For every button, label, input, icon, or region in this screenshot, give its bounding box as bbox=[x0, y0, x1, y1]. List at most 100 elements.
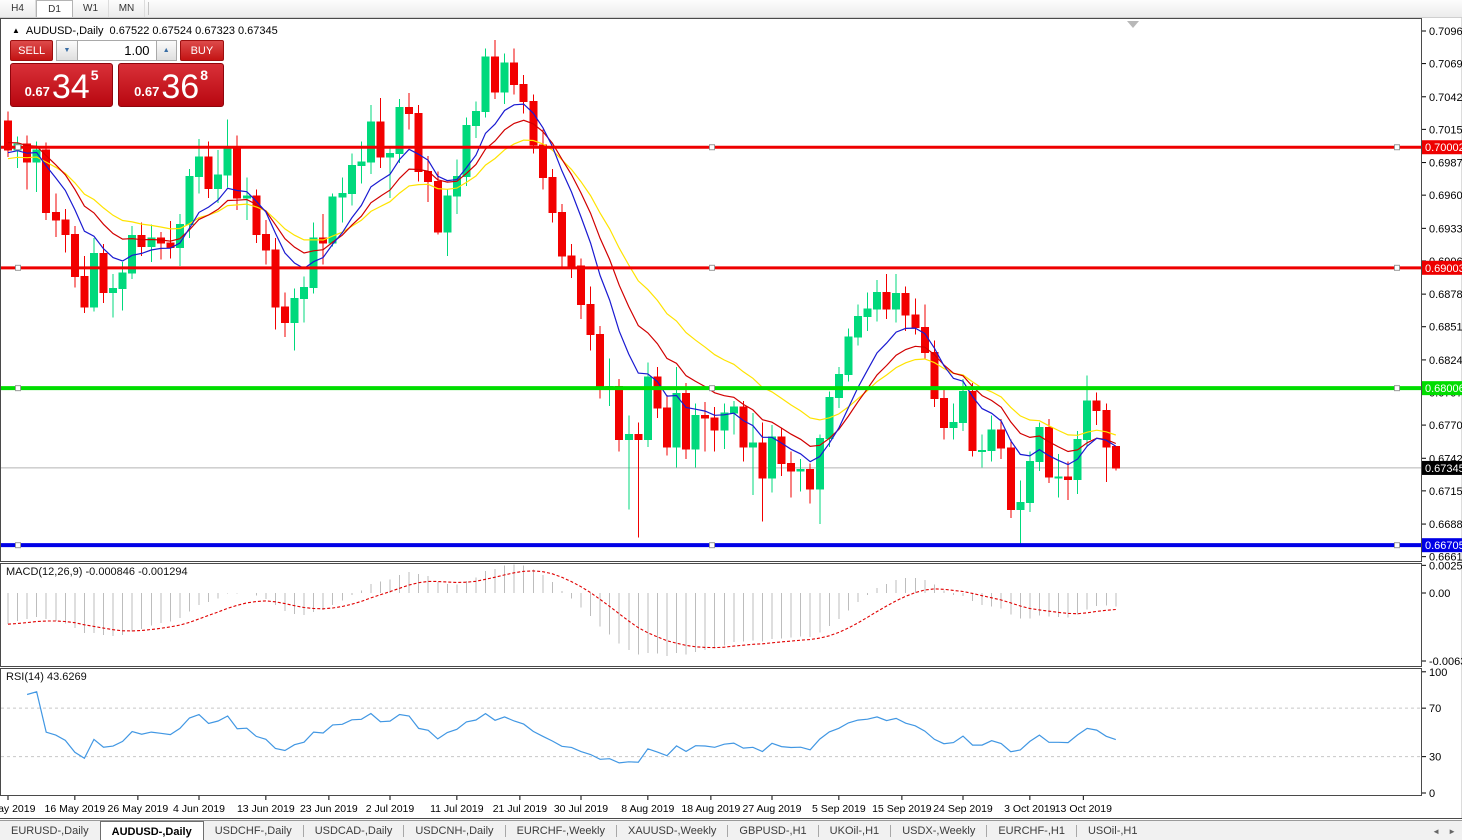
autoscroll-marker-icon[interactable] bbox=[1127, 21, 1139, 28]
svg-text:70: 70 bbox=[1429, 703, 1441, 715]
line-handle[interactable] bbox=[709, 542, 715, 549]
svg-text:0.69875: 0.69875 bbox=[1429, 158, 1462, 170]
chart-tab-xauusd-weekly[interactable]: XAUUSD-,Weekly bbox=[627, 825, 717, 837]
svg-text:0.70002: 0.70002 bbox=[1425, 142, 1462, 154]
one-click-trade-panel: SELL ▼ ▲ BUY 0.67 34 5 0.67 36 8 bbox=[10, 40, 225, 107]
macd-signal-line bbox=[7, 570, 1116, 649]
svg-text:0.70695: 0.70695 bbox=[1429, 59, 1462, 71]
line-handle[interactable] bbox=[1394, 264, 1400, 271]
macd-indicator-label: MACD(12,26,9) -0.000846 -0.001294 bbox=[6, 566, 188, 578]
chart-tab-usdcnh-daily[interactable]: USDCNH-,Daily bbox=[415, 825, 494, 837]
svg-text:0.68515: 0.68515 bbox=[1429, 322, 1462, 334]
chart-tab-eurusd-daily[interactable]: EURUSD-,Daily bbox=[11, 825, 89, 837]
spin-up-icon: ▲ bbox=[162, 47, 170, 54]
svg-text:0.68785: 0.68785 bbox=[1429, 289, 1462, 301]
macd-histogram bbox=[7, 564, 1117, 656]
line-handle[interactable] bbox=[15, 264, 21, 271]
tab-separator bbox=[403, 825, 405, 837]
rsi-scale: 100 70 30 0 bbox=[1422, 667, 1447, 800]
line-handle[interactable] bbox=[709, 385, 715, 392]
tab-separator bbox=[615, 825, 617, 837]
period-button-d1[interactable]: D1 bbox=[36, 0, 73, 17]
sell-price-pip: 5 bbox=[90, 67, 99, 83]
svg-text:0.69003: 0.69003 bbox=[1425, 263, 1462, 275]
buy-price-big: 36 bbox=[161, 67, 200, 106]
sell-price-prefix: 0.67 bbox=[24, 84, 50, 99]
symbol-title: AUDUSD-,Daily bbox=[25, 25, 104, 37]
svg-text:0.67155: 0.67155 bbox=[1429, 486, 1462, 498]
svg-text:0: 0 bbox=[1429, 788, 1435, 800]
svg-text:13 Jun 2019: 13 Jun 2019 bbox=[237, 803, 295, 815]
line-handle[interactable] bbox=[15, 144, 21, 151]
chart-tab-gbpusd-h1[interactable]: GBPUSD-,H1 bbox=[739, 825, 807, 837]
chart-tab-eurchf-h1[interactable]: EURCHF-,H1 bbox=[998, 825, 1065, 837]
line-handle[interactable] bbox=[709, 144, 715, 151]
tab-separator bbox=[504, 825, 506, 837]
line-handle[interactable] bbox=[15, 385, 21, 392]
tab-scroll-right-icon[interactable]: ► bbox=[1448, 826, 1456, 836]
svg-text:11 Jul 2019: 11 Jul 2019 bbox=[430, 803, 484, 815]
sell-button[interactable]: SELL bbox=[10, 40, 54, 61]
svg-text:0.70965: 0.70965 bbox=[1429, 26, 1462, 38]
svg-text:30: 30 bbox=[1429, 752, 1441, 764]
volume-increase-button[interactable]: ▲ bbox=[155, 40, 177, 61]
price-badge: 0.69003 bbox=[1422, 260, 1462, 275]
svg-text:16 May 2019: 16 May 2019 bbox=[44, 803, 105, 815]
line-handle[interactable] bbox=[1394, 385, 1400, 392]
buy-price-button[interactable]: 0.67 36 8 bbox=[118, 63, 224, 107]
svg-text:26 May 2019: 26 May 2019 bbox=[108, 803, 169, 815]
chart-tab-usoil-h1[interactable]: USOil-,H1 bbox=[1087, 825, 1138, 837]
price-badge: 0.70002 bbox=[1422, 140, 1462, 155]
chart-tab-eurchf-weekly[interactable]: EURCHF-,Weekly bbox=[516, 825, 605, 837]
chart-tab-ukoil-h1[interactable]: UKOil-,H1 bbox=[829, 825, 880, 837]
volume-input[interactable] bbox=[77, 40, 156, 61]
medium-ma-line bbox=[7, 119, 1117, 453]
price-badge: 0.68006 bbox=[1422, 381, 1462, 396]
svg-text:8 Aug 2019: 8 Aug 2019 bbox=[621, 803, 674, 815]
svg-text:0.68006: 0.68006 bbox=[1425, 383, 1462, 395]
svg-text:24 Sep 2019: 24 Sep 2019 bbox=[933, 803, 993, 815]
sell-price-button[interactable]: 0.67 34 5 bbox=[10, 63, 114, 107]
collapse-chart-icon[interactable]: ▲ bbox=[12, 26, 20, 35]
timeframe-toolbar: H4 D1 W1 MN bbox=[0, 0, 1462, 18]
svg-text:5 Sep 2019: 5 Sep 2019 bbox=[812, 803, 866, 815]
svg-text:30 Jul 2019: 30 Jul 2019 bbox=[554, 803, 608, 815]
svg-text:21 Jul 2019: 21 Jul 2019 bbox=[493, 803, 547, 815]
chart-tab-usdx-weekly[interactable]: USDX-,Weekly bbox=[902, 825, 976, 837]
period-button-w1[interactable]: W1 bbox=[73, 0, 109, 17]
buy-price-pip: 8 bbox=[200, 67, 208, 83]
svg-text:27 Aug 2019: 27 Aug 2019 bbox=[743, 803, 802, 815]
line-handle[interactable] bbox=[709, 264, 715, 271]
chart-tab-audusd-daily[interactable]: AUDUSD-,Daily bbox=[99, 821, 204, 840]
panel-borders bbox=[0, 18, 1462, 819]
buy-button[interactable]: BUY bbox=[179, 40, 225, 61]
volume-decrease-button[interactable]: ▼ bbox=[56, 40, 78, 61]
tab-separator bbox=[817, 825, 819, 837]
period-button-h4[interactable]: H4 bbox=[0, 0, 36, 17]
svg-text:2 Jul 2019: 2 Jul 2019 bbox=[366, 803, 415, 815]
line-handle[interactable] bbox=[1394, 144, 1400, 151]
svg-text:-0.006326: -0.006326 bbox=[1429, 656, 1462, 668]
svg-text:0.002574: 0.002574 bbox=[1429, 560, 1462, 572]
svg-text:0.00: 0.00 bbox=[1429, 588, 1450, 600]
tab-scroll-nav: ◄ ► bbox=[1432, 821, 1456, 840]
svg-text:0.69605: 0.69605 bbox=[1429, 190, 1462, 202]
svg-text:4 Jun 2019: 4 Jun 2019 bbox=[173, 803, 225, 815]
tab-separator bbox=[890, 825, 892, 837]
chart-tab-usdcad-daily[interactable]: USDCAD-,Daily bbox=[314, 825, 393, 837]
spin-down-icon: ▼ bbox=[63, 47, 71, 54]
svg-text:7 May 2019: 7 May 2019 bbox=[0, 803, 36, 815]
tab-scroll-left-icon[interactable]: ◄ bbox=[1432, 826, 1441, 836]
chart-tab-usdchf-daily[interactable]: USDCHF-,Daily bbox=[214, 825, 292, 837]
line-handle[interactable] bbox=[1394, 542, 1400, 549]
line-handle[interactable] bbox=[15, 542, 21, 549]
tab-separator bbox=[727, 825, 729, 837]
slow-ma-line bbox=[7, 139, 1116, 436]
macd-scale: 0.002574 0.00 -0.006326 bbox=[1422, 560, 1462, 668]
period-button-mn[interactable]: MN bbox=[109, 0, 145, 17]
